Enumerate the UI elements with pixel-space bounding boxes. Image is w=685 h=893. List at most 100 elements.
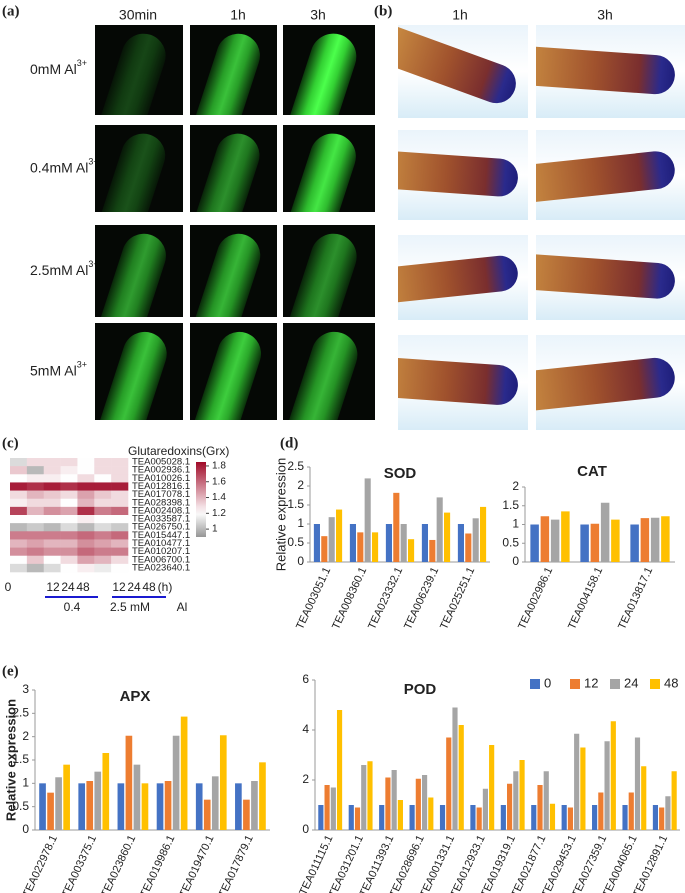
- bar: [470, 805, 476, 830]
- legend-swatch: [530, 679, 540, 689]
- chart-title: POD: [404, 681, 437, 698]
- heatmap-cell: [10, 498, 28, 508]
- heatmap-cell: [26, 506, 45, 516]
- column-label: 48: [142, 580, 156, 594]
- bar: [367, 761, 373, 830]
- bar: [444, 512, 451, 562]
- heatmap-cell: [10, 490, 28, 500]
- bar: [429, 539, 436, 562]
- bar: [393, 492, 400, 562]
- heatmap-cell: [60, 515, 78, 524]
- heatmap-cell: [94, 539, 112, 548]
- heatmap-cell: [111, 490, 129, 500]
- bar: [531, 805, 537, 830]
- group-suffix: Al: [177, 600, 188, 614]
- root: [283, 33, 357, 115]
- bar: [415, 778, 421, 830]
- x-tick-label: TEA017879.1: [216, 833, 255, 893]
- heatmap-cell: [94, 563, 112, 573]
- row-label: TEA005028.1: [132, 457, 190, 468]
- legend-swatch: [650, 679, 660, 689]
- bar: [549, 803, 556, 830]
- y-tick-label: 0: [512, 554, 519, 568]
- heatmap-cell: [111, 555, 129, 565]
- bar: [580, 747, 586, 830]
- root: [190, 133, 260, 212]
- bar: [86, 781, 94, 830]
- bar: [251, 781, 258, 830]
- heatmap-cell: [94, 490, 112, 500]
- heatmap-cell: [43, 547, 61, 557]
- root: [283, 133, 356, 212]
- heatmap-cell: [26, 490, 45, 500]
- heatmap-cell: [94, 531, 112, 540]
- bar: [219, 735, 227, 830]
- root: [95, 133, 166, 212]
- bar: [652, 805, 659, 830]
- bar: [580, 524, 589, 562]
- heatmap-cell: [60, 498, 78, 508]
- bar: [328, 517, 335, 562]
- root: [536, 151, 675, 204]
- heatmap-cell: [94, 466, 112, 475]
- row-label-sup: 3+: [88, 157, 98, 167]
- heatmap-cell: [111, 506, 129, 516]
- bar: [94, 771, 102, 830]
- root-shape: [536, 151, 675, 204]
- bar: [47, 792, 54, 830]
- bar: [421, 775, 428, 830]
- y-tick-label: 0.5: [287, 535, 304, 549]
- root: [398, 25, 516, 104]
- bar: [349, 524, 356, 562]
- heatmap-cell: [43, 498, 61, 508]
- heatmap-cell: [43, 458, 61, 467]
- bar: [540, 516, 550, 562]
- x-tick-label: TEA002986.1: [516, 565, 555, 631]
- heatmap-cell: [77, 563, 95, 573]
- heatmap-cell: [43, 563, 61, 573]
- colorbar: [196, 462, 206, 537]
- x-tick-label: TEA013817.1: [616, 565, 655, 631]
- bar: [400, 524, 407, 562]
- y-axis-label: Relative expression: [3, 699, 18, 821]
- heatmap-cell: [60, 555, 78, 565]
- heatmap-cell: [60, 563, 78, 573]
- bar: [480, 506, 487, 562]
- column-label: 0: [5, 580, 12, 594]
- root-shape: [283, 133, 356, 212]
- heatmap-cell: [10, 474, 28, 483]
- panel-label: (b): [374, 3, 392, 19]
- bar: [507, 783, 513, 830]
- heatmap-cell: [10, 506, 28, 516]
- heatmap-cell: [111, 458, 129, 467]
- root: [190, 233, 261, 317]
- heatmap-cell: [43, 555, 61, 565]
- root-shape: [95, 331, 167, 420]
- bar: [336, 710, 343, 830]
- group-label: 2.5 mM: [110, 600, 150, 614]
- heatmap-cell: [111, 474, 129, 483]
- heatmap-cell: [77, 498, 95, 508]
- bar: [590, 523, 600, 562]
- bar: [336, 509, 343, 562]
- bar: [321, 536, 328, 562]
- heatmap-cell: [77, 515, 95, 524]
- x-tick-label: TEA004158.1: [566, 565, 605, 631]
- bar: [476, 807, 482, 830]
- root-shape: [398, 255, 518, 305]
- heatmap-cell: [43, 515, 61, 524]
- bar: [421, 524, 428, 562]
- root-shape: [398, 25, 516, 104]
- root: [283, 331, 358, 420]
- bar: [513, 771, 519, 830]
- x-tick-label: TEA011115.1: [297, 833, 335, 893]
- x-unit: (h): [158, 580, 173, 594]
- bar: [313, 524, 320, 562]
- chart-title: APX: [120, 688, 151, 705]
- y-tick-label: 4: [302, 722, 309, 736]
- y-tick-label: 2: [297, 478, 304, 492]
- heatmap-title: Glutaredoxins(Grx): [128, 444, 229, 458]
- bar: [458, 725, 464, 830]
- column-label: 48: [76, 580, 90, 594]
